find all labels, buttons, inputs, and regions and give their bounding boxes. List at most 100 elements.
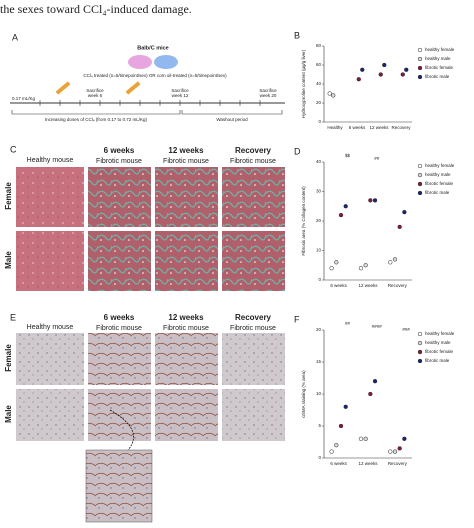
data-point (334, 443, 339, 448)
x-tick-label: 12 weeks (358, 283, 378, 288)
data-point (372, 198, 378, 203)
x-tick-label: Recovery (391, 125, 411, 130)
annotation: #### (372, 324, 383, 329)
histology-image (155, 231, 218, 291)
column-title: 12 weeks (168, 146, 204, 155)
data-point (363, 436, 368, 441)
x-tick-label: 6 weeks (330, 283, 347, 288)
histology-image (16, 167, 84, 227)
washout-text: Washout period (216, 117, 248, 122)
legend-marker (417, 349, 423, 355)
data-point (368, 391, 373, 397)
panel-a: A Balb/C mice CCl₄ treated (n=5/timepoin… (10, 32, 285, 122)
data-point (334, 260, 339, 265)
y-tick-label: 60 (316, 62, 322, 67)
data-point (388, 260, 393, 265)
panel-label: E (10, 312, 16, 322)
column-subtitle: Fibrotic mouse (96, 325, 142, 332)
legend-label: fibrotic male (425, 190, 450, 195)
syringe-icon (125, 81, 141, 95)
data-point (388, 449, 393, 454)
y-tick-label: 15 (316, 359, 322, 364)
data-point (378, 72, 383, 77)
sacrifice-week: week 20 (260, 93, 277, 98)
column-subtitle: Fibrotic mouse (96, 158, 142, 165)
y-tick-label: 5 (318, 423, 321, 428)
row-label: Female (4, 344, 13, 372)
sacrifice-week: week 12 (172, 93, 189, 98)
data-point (397, 224, 402, 230)
legend-marker (417, 74, 423, 80)
column-title: 6 weeks (104, 146, 135, 155)
column-title: Healthy mouse (27, 324, 74, 331)
caption-line: the sexes toward CCl₄-induced damage. (0, 2, 192, 16)
legend-label: fibrotic female (425, 349, 454, 354)
row-label: Male (4, 251, 13, 269)
data-point (372, 379, 378, 384)
treatment-text: CCl₄ treated (n=5/timepoint/sex) OR corn… (83, 73, 227, 78)
data-point (356, 77, 361, 82)
data-point (402, 210, 407, 215)
y-axis-label: Hydroxyproline content (µg/g liver) (301, 49, 306, 118)
column-title: Healthy mouse (27, 157, 74, 164)
y-tick-label: 40 (316, 81, 322, 86)
data-point (343, 204, 348, 209)
histology-image (88, 167, 151, 227)
data-point (338, 423, 344, 429)
legend-marker (417, 65, 423, 71)
annotation: ## (345, 321, 351, 326)
legend-marker (417, 358, 423, 364)
y-tick-label: 20 (316, 100, 322, 105)
sacrifice-title: Sacrifice (86, 88, 104, 93)
column-title: Recovery (235, 313, 272, 322)
legend-marker (417, 172, 423, 178)
column-subtitle: Fibrotic mouse (163, 325, 209, 332)
x-tick-label: Healthy (327, 125, 343, 130)
legend-marker (417, 340, 423, 346)
ihc-image (88, 389, 151, 441)
y-tick-label: 10 (316, 248, 322, 253)
legend-label: fibrotic male (425, 358, 450, 363)
mouse-icon (128, 55, 152, 69)
y-tick-label: 80 (316, 43, 322, 48)
ihc-image (88, 333, 151, 385)
legend-label: fibrotic female (425, 181, 454, 186)
data-point (358, 436, 364, 441)
data-point (338, 212, 344, 218)
data-point (331, 93, 336, 98)
histology-image (222, 231, 285, 291)
annotation: ### (402, 327, 410, 332)
column-subtitle: Fibrotic mouse (230, 325, 276, 332)
legend-label: healthy male (425, 172, 451, 177)
x-tick-label: Recovery (388, 461, 408, 466)
data-point (329, 266, 334, 271)
x-tick-label: 12 weeks (369, 125, 389, 130)
row-label: Male (4, 405, 13, 423)
zoom-connector (109, 409, 134, 451)
y-tick-label: 10 (316, 391, 322, 396)
legend-label: healthy female (425, 47, 455, 52)
legend-marker (417, 56, 423, 62)
histology-image (88, 231, 151, 291)
legend-label: fibrotic female (425, 65, 454, 70)
data-point (358, 266, 364, 271)
data-point (363, 263, 368, 268)
ihc-image (16, 389, 84, 441)
column-title: 6 weeks (104, 313, 135, 322)
dosing-text: Increasing doses of CCl₄ (from 0.17 to 0… (45, 117, 148, 122)
x-tick-label: 6 weeks (349, 125, 366, 130)
annotation: ## (374, 156, 380, 161)
panel-c: C Healthy mouse 6 weeks Fibrotic mouse 1… (4, 144, 285, 291)
y-tick-label: 40 (316, 159, 322, 164)
data-point (343, 404, 348, 409)
ihc-image (222, 389, 285, 441)
histology-image (16, 231, 84, 291)
panel-e: E Healthy mouse 6 weeks Fibrotic mouse 1… (4, 312, 285, 523)
data-point (402, 436, 407, 441)
column-title: Recovery (235, 146, 272, 155)
data-point (368, 198, 373, 203)
histology-image (222, 167, 285, 227)
y-axis-label: Fibrosis area (% Collagen content) (301, 186, 306, 256)
